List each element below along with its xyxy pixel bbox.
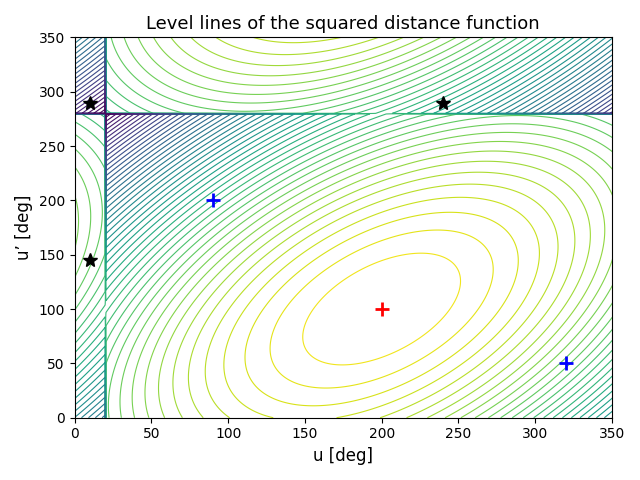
X-axis label: u [deg]: u [deg]: [313, 447, 373, 465]
Y-axis label: u’ [deg]: u’ [deg]: [15, 195, 33, 260]
Title: Level lines of the squared distance function: Level lines of the squared distance func…: [147, 15, 540, 33]
